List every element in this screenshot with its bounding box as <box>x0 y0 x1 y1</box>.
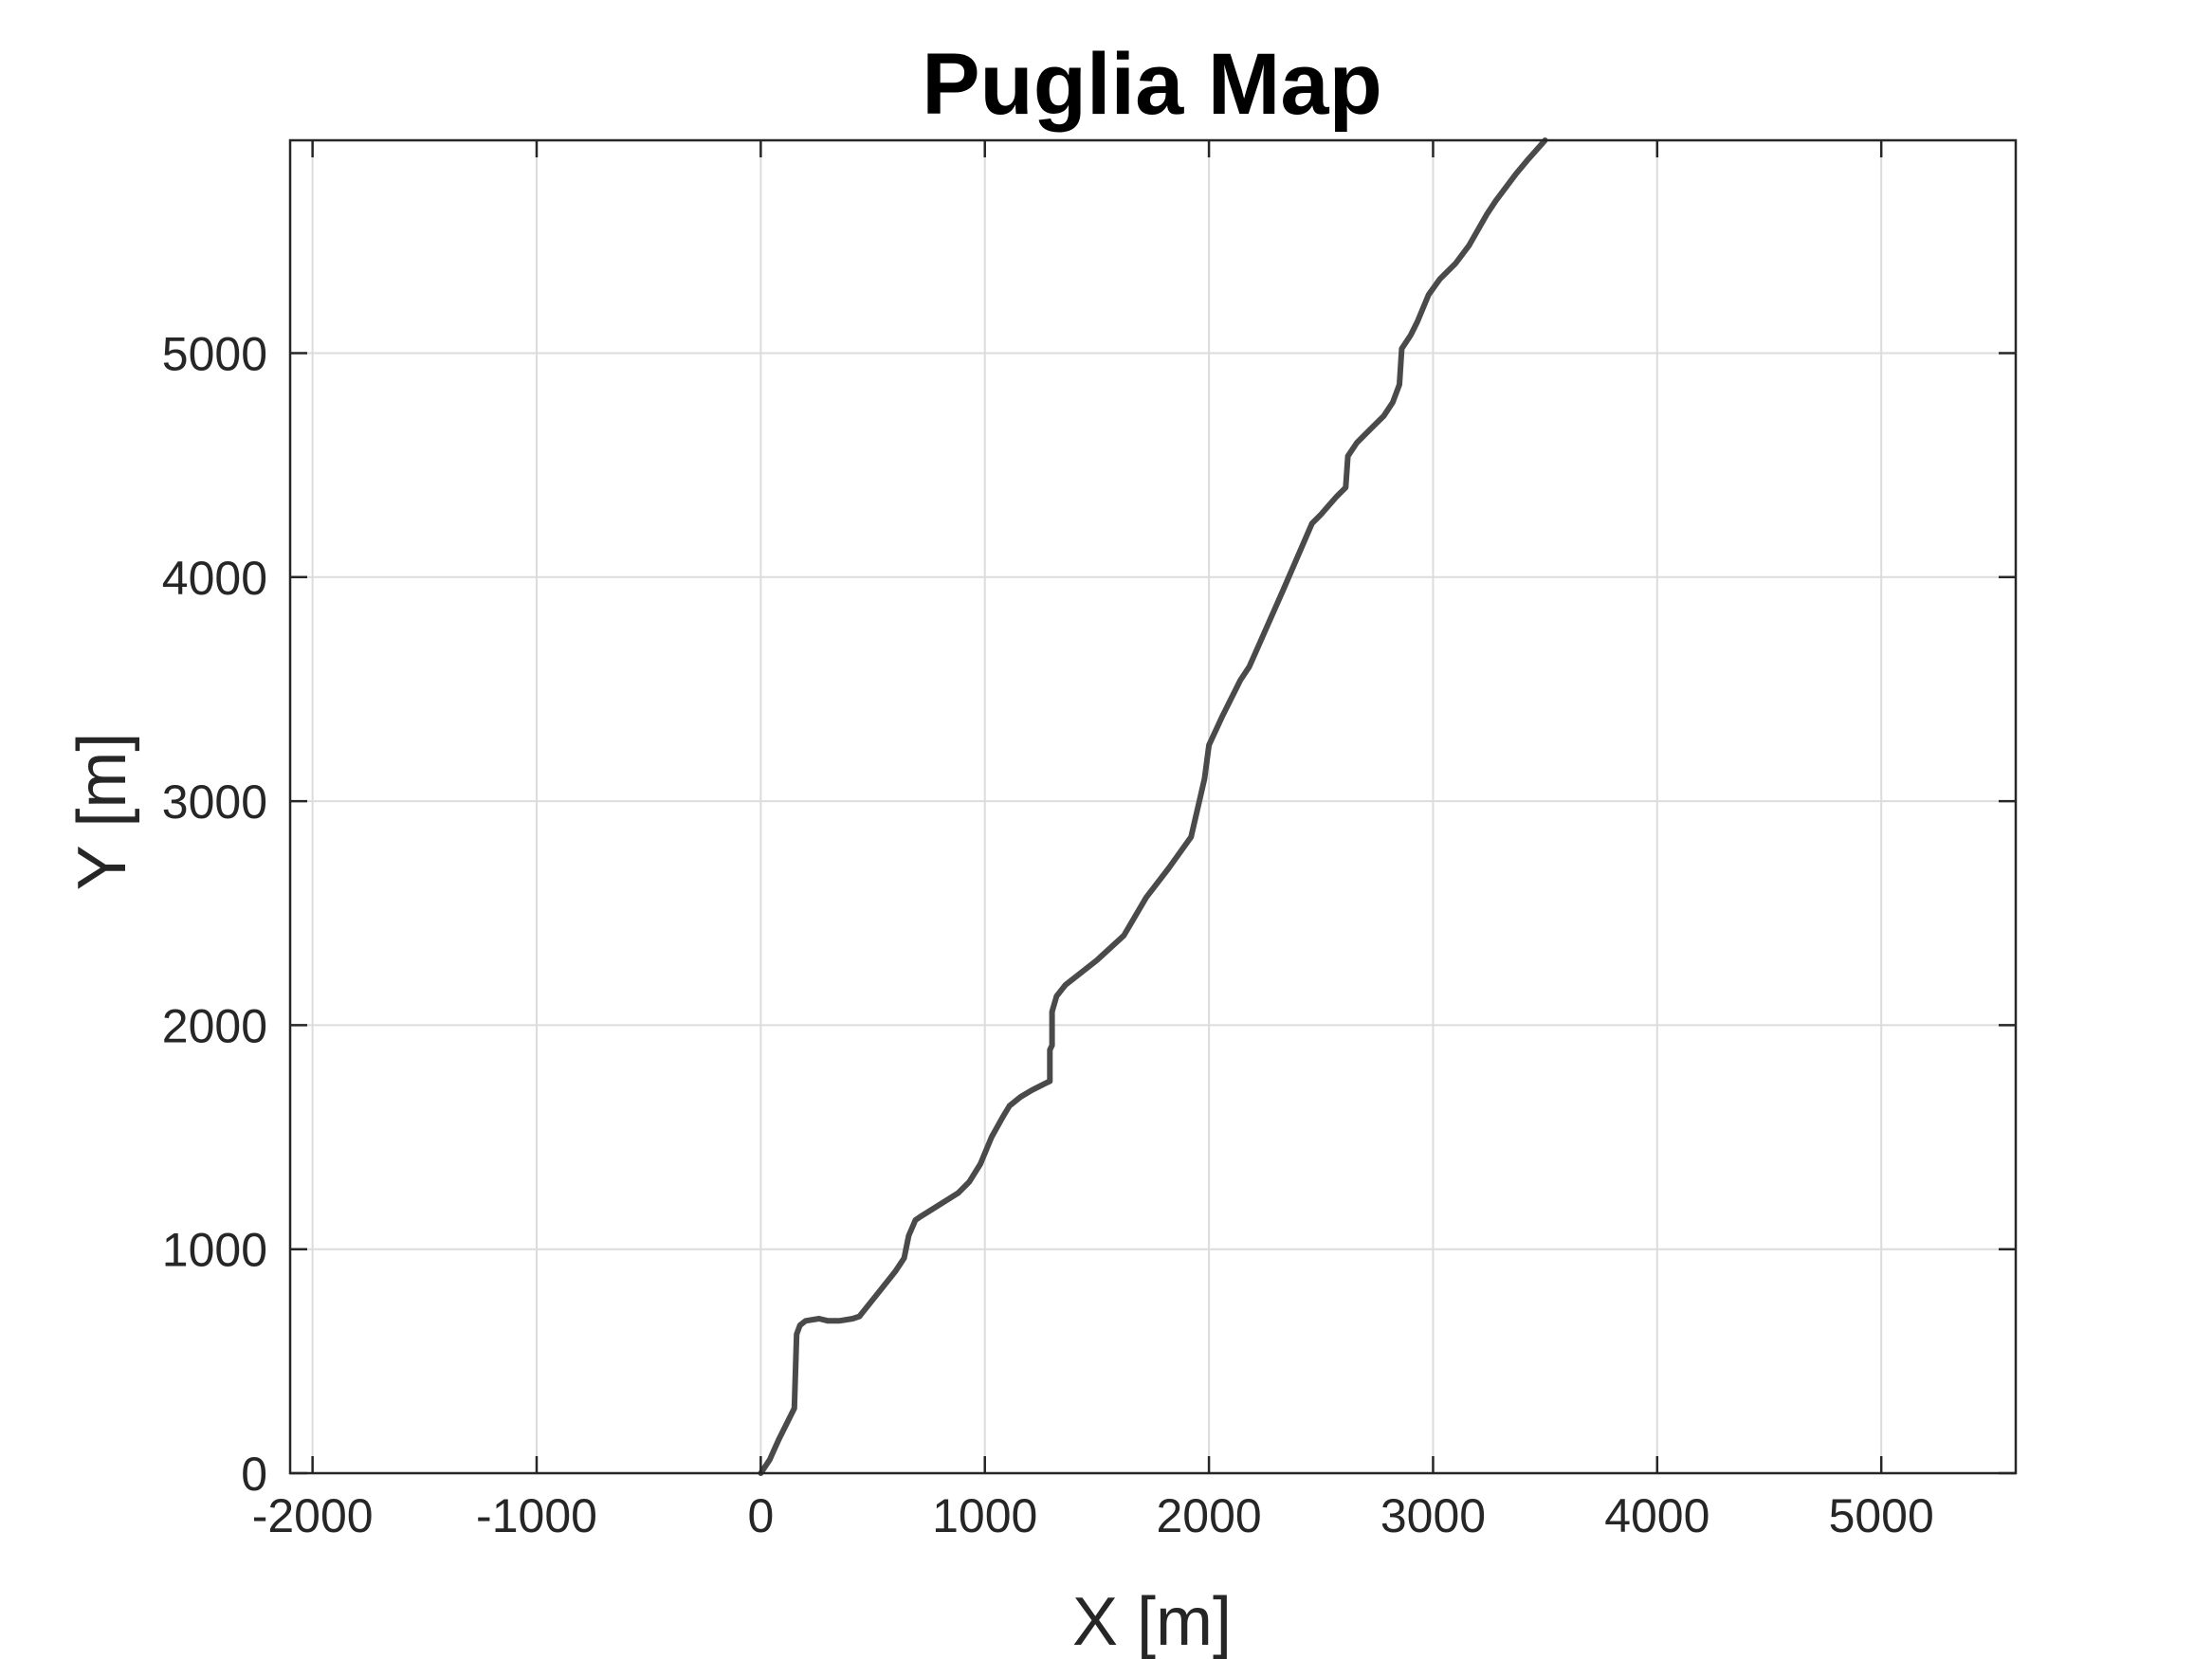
x-tick-label: 3000 <box>1380 1489 1486 1542</box>
y-axis-label: Y [m] <box>64 733 140 891</box>
series-line <box>758 137 1548 1476</box>
x-tick-label: -2000 <box>252 1489 374 1542</box>
y-tick-label: 3000 <box>162 775 267 829</box>
grid-lines <box>290 140 2016 1474</box>
x-tick-label: 5000 <box>1829 1489 1934 1542</box>
chart-title: Puglia Map <box>922 36 1382 133</box>
x-tick-label: 2000 <box>1156 1489 1261 1542</box>
axes-box <box>288 138 2018 1475</box>
x-tick-labels: -2000 -1000 0 1000 2000 3000 4000 5000 <box>252 1489 1934 1542</box>
x-tick-label: 4000 <box>1604 1489 1709 1542</box>
x-tick-label: 1000 <box>932 1489 1037 1542</box>
x-axis-label: X [m] <box>1072 1584 1232 1659</box>
x-tick-label: -1000 <box>476 1489 597 1542</box>
y-tick-labels: 0 1000 2000 3000 4000 5000 <box>162 327 267 1501</box>
y-tick-label: 1000 <box>162 1224 267 1277</box>
y-tick-label: 5000 <box>162 327 267 380</box>
x-tick-label: 0 <box>747 1489 774 1542</box>
tick-marks <box>290 140 2016 1475</box>
y-tick-label: 0 <box>241 1448 267 1501</box>
series-group <box>758 137 1548 1476</box>
y-tick-label: 4000 <box>162 552 267 605</box>
y-tick-label: 2000 <box>162 999 267 1052</box>
